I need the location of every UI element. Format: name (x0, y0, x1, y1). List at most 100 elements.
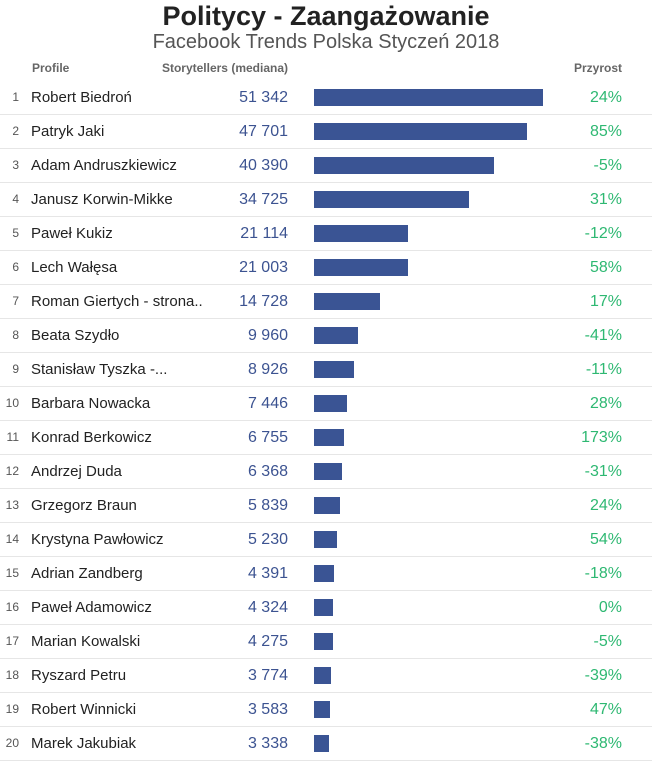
table-row[interactable]: 13 Grzegorz Braun 5 839 24% (0, 489, 652, 523)
storytellers-bar[interactable] (314, 395, 347, 412)
table-row[interactable]: 10 Barbara Nowacka 7 446 28% (0, 387, 652, 421)
row-rank: 3 (12, 158, 19, 172)
table-row[interactable]: 5 Paweł Kukiz 21 114 -12% (0, 217, 652, 251)
profile-name[interactable]: Marek Jakubiak (31, 735, 137, 752)
bar-track (314, 149, 544, 182)
profile-name[interactable]: Adrian Zandberg (31, 565, 143, 582)
profile-name[interactable]: Konrad Berkowicz (31, 429, 152, 446)
storytellers-bar[interactable] (314, 191, 469, 208)
column-header-growth[interactable]: Przyrost (573, 61, 622, 75)
storytellers-value: 5 839 (247, 497, 288, 514)
row-rank: 2 (12, 124, 19, 138)
growth-value: -41% (584, 327, 622, 344)
growth-value: -18% (584, 565, 622, 582)
table-row[interactable]: 20 Marek Jakubiak 3 338 -38% (0, 727, 652, 761)
growth-value: 85% (589, 123, 622, 140)
bar-track (314, 251, 544, 284)
row-rank: 6 (12, 260, 19, 274)
table-row[interactable]: 16 Paweł Adamowicz 4 324 0% (0, 591, 652, 625)
storytellers-value: 5 230 (247, 531, 288, 548)
growth-value: 47% (589, 701, 622, 718)
table-row[interactable]: 6 Lech Wałęsa 21 003 58% (0, 251, 652, 285)
column-header-profile[interactable]: Profile (32, 61, 70, 75)
table-row[interactable]: 17 Marian Kowalski 4 275 -5% (0, 625, 652, 659)
profile-name[interactable]: Grzegorz Braun (31, 497, 137, 514)
storytellers-bar[interactable] (314, 293, 380, 310)
row-rank: 17 (5, 634, 19, 648)
profile-name[interactable]: Marian Kowalski (31, 633, 141, 650)
storytellers-bar[interactable] (314, 599, 333, 616)
storytellers-bar[interactable] (314, 361, 354, 378)
profile-name[interactable]: Stanisław Tyszka -... (31, 361, 168, 378)
profile-name[interactable]: Ryszard Petru (31, 667, 127, 684)
table-row[interactable]: 19 Robert Winnicki 3 583 47% (0, 693, 652, 727)
storytellers-bar[interactable] (314, 123, 527, 140)
storytellers-value: 4 324 (247, 599, 288, 616)
storytellers-bar[interactable] (314, 429, 344, 446)
storytellers-bar[interactable] (314, 463, 342, 480)
bar-track (314, 659, 544, 692)
storytellers-value: 34 725 (239, 191, 288, 208)
profile-name[interactable]: Andrzej Duda (31, 463, 122, 480)
table-row[interactable]: 2 Patryk Jaki 47 701 85% (0, 115, 652, 149)
row-rank: 13 (5, 498, 19, 512)
growth-value: -12% (584, 225, 622, 242)
storytellers-value: 7 446 (247, 395, 288, 412)
profile-name[interactable]: Roman Giertych - strona... (31, 293, 203, 310)
storytellers-bar[interactable] (314, 531, 337, 548)
storytellers-value: 3 583 (247, 701, 288, 718)
storytellers-value: 21 003 (239, 259, 288, 276)
growth-value: -31% (584, 463, 622, 480)
row-rank: 20 (5, 736, 19, 750)
profile-name[interactable]: Lech Wałęsa (31, 259, 118, 276)
growth-value: 24% (589, 89, 622, 106)
profile-name[interactable]: Robert Winnicki (31, 701, 137, 718)
growth-value: 24% (589, 497, 622, 514)
table-row[interactable]: 8 Beata Szydło 9 960 -41% (0, 319, 652, 353)
bar-track (314, 557, 544, 590)
storytellers-bar[interactable] (314, 701, 330, 718)
column-header-storytellers[interactable]: Storytellers (mediana) (161, 61, 288, 75)
storytellers-bar[interactable] (314, 667, 331, 684)
growth-value: 54% (589, 531, 622, 548)
table-row[interactable]: 15 Adrian Zandberg 4 391 -18% (0, 557, 652, 591)
profile-name[interactable]: Adam Andruszkiewicz (31, 157, 177, 174)
table-row[interactable]: 14 Krystyna Pawłowicz 5 230 54% (0, 523, 652, 557)
profile-name[interactable]: Beata Szydło (31, 327, 120, 344)
table-row[interactable]: 11 Konrad Berkowicz 6 755 173% (0, 421, 652, 455)
table-row[interactable]: 12 Andrzej Duda 6 368 -31% (0, 455, 652, 489)
bar-track (314, 591, 544, 624)
profile-name[interactable]: Paweł Adamowicz (31, 599, 152, 616)
storytellers-bar[interactable] (314, 89, 543, 106)
storytellers-value: 3 338 (247, 735, 288, 752)
profile-name[interactable]: Janusz Korwin-Mikke (31, 191, 173, 208)
growth-value: -38% (584, 735, 622, 752)
table-row[interactable]: 7 Roman Giertych - strona... 14 728 17% (0, 285, 652, 319)
storytellers-bar[interactable] (314, 497, 340, 514)
profile-name[interactable]: Barbara Nowacka (31, 395, 151, 412)
storytellers-bar[interactable] (314, 259, 408, 276)
storytellers-bar[interactable] (314, 565, 334, 582)
growth-value: -11% (585, 361, 622, 378)
profile-name[interactable]: Paweł Kukiz (31, 225, 113, 242)
storytellers-bar[interactable] (314, 735, 329, 752)
storytellers-value: 4 275 (247, 633, 288, 650)
profile-name[interactable]: Robert Biedroń (31, 89, 132, 106)
storytellers-bar[interactable] (314, 225, 408, 242)
table-row[interactable]: 4 Janusz Korwin-Mikke 34 725 31% (0, 183, 652, 217)
storytellers-bar[interactable] (314, 157, 494, 174)
bar-track (314, 387, 544, 420)
storytellers-value: 21 114 (240, 225, 288, 242)
storytellers-value: 3 774 (247, 667, 288, 684)
table-row[interactable]: 1 Robert Biedroń 51 342 24% (0, 81, 652, 115)
storytellers-bar[interactable] (314, 633, 333, 650)
table-row[interactable]: 9 Stanisław Tyszka -... 8 926 -11% (0, 353, 652, 387)
storytellers-value: 6 368 (247, 463, 288, 480)
growth-value: 17% (589, 293, 622, 310)
growth-value: 28% (589, 395, 622, 412)
profile-name[interactable]: Patryk Jaki (31, 123, 105, 140)
table-row[interactable]: 3 Adam Andruszkiewicz 40 390 -5% (0, 149, 652, 183)
storytellers-bar[interactable] (314, 327, 358, 344)
table-row[interactable]: 18 Ryszard Petru 3 774 -39% (0, 659, 652, 693)
profile-name[interactable]: Krystyna Pawłowicz (31, 531, 164, 548)
